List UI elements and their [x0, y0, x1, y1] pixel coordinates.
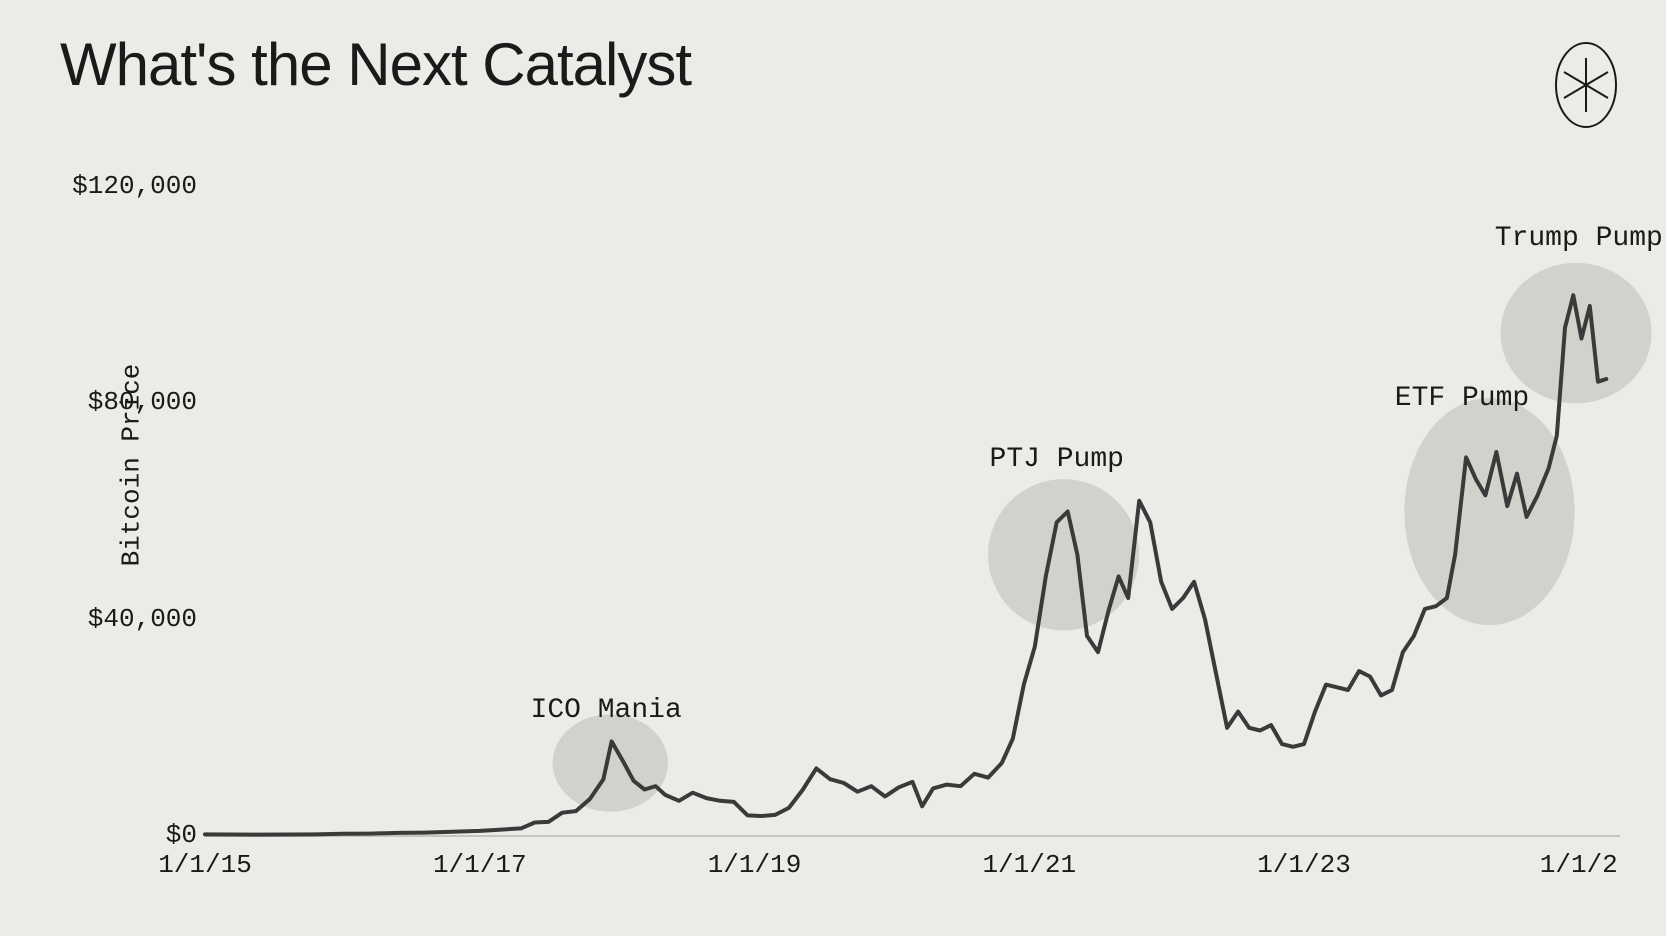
chart-annotation: PTJ Pump: [990, 444, 1124, 475]
y-tick-label: $120,000: [72, 171, 197, 201]
x-tick-label: 1/1/17: [433, 850, 527, 880]
chart-annotation: ETF Pump: [1395, 383, 1529, 414]
chart-svg: [0, 0, 1666, 936]
x-tick-label: 1/1/2: [1540, 850, 1618, 880]
chart-annotation: ICO Mania: [531, 695, 682, 726]
chart-annotation: Trump Pump: [1495, 223, 1663, 254]
y-tick-label: $40,000: [88, 604, 197, 634]
y-tick-label: $80,000: [88, 387, 197, 417]
y-tick-label: $0: [166, 820, 197, 850]
x-tick-label: 1/1/21: [982, 850, 1076, 880]
x-tick-label: 1/1/19: [708, 850, 802, 880]
page: What's the Next Catalyst Bitcoin Price $…: [0, 0, 1666, 936]
x-tick-label: 1/1/23: [1257, 850, 1351, 880]
x-tick-label: 1/1/15: [158, 850, 252, 880]
